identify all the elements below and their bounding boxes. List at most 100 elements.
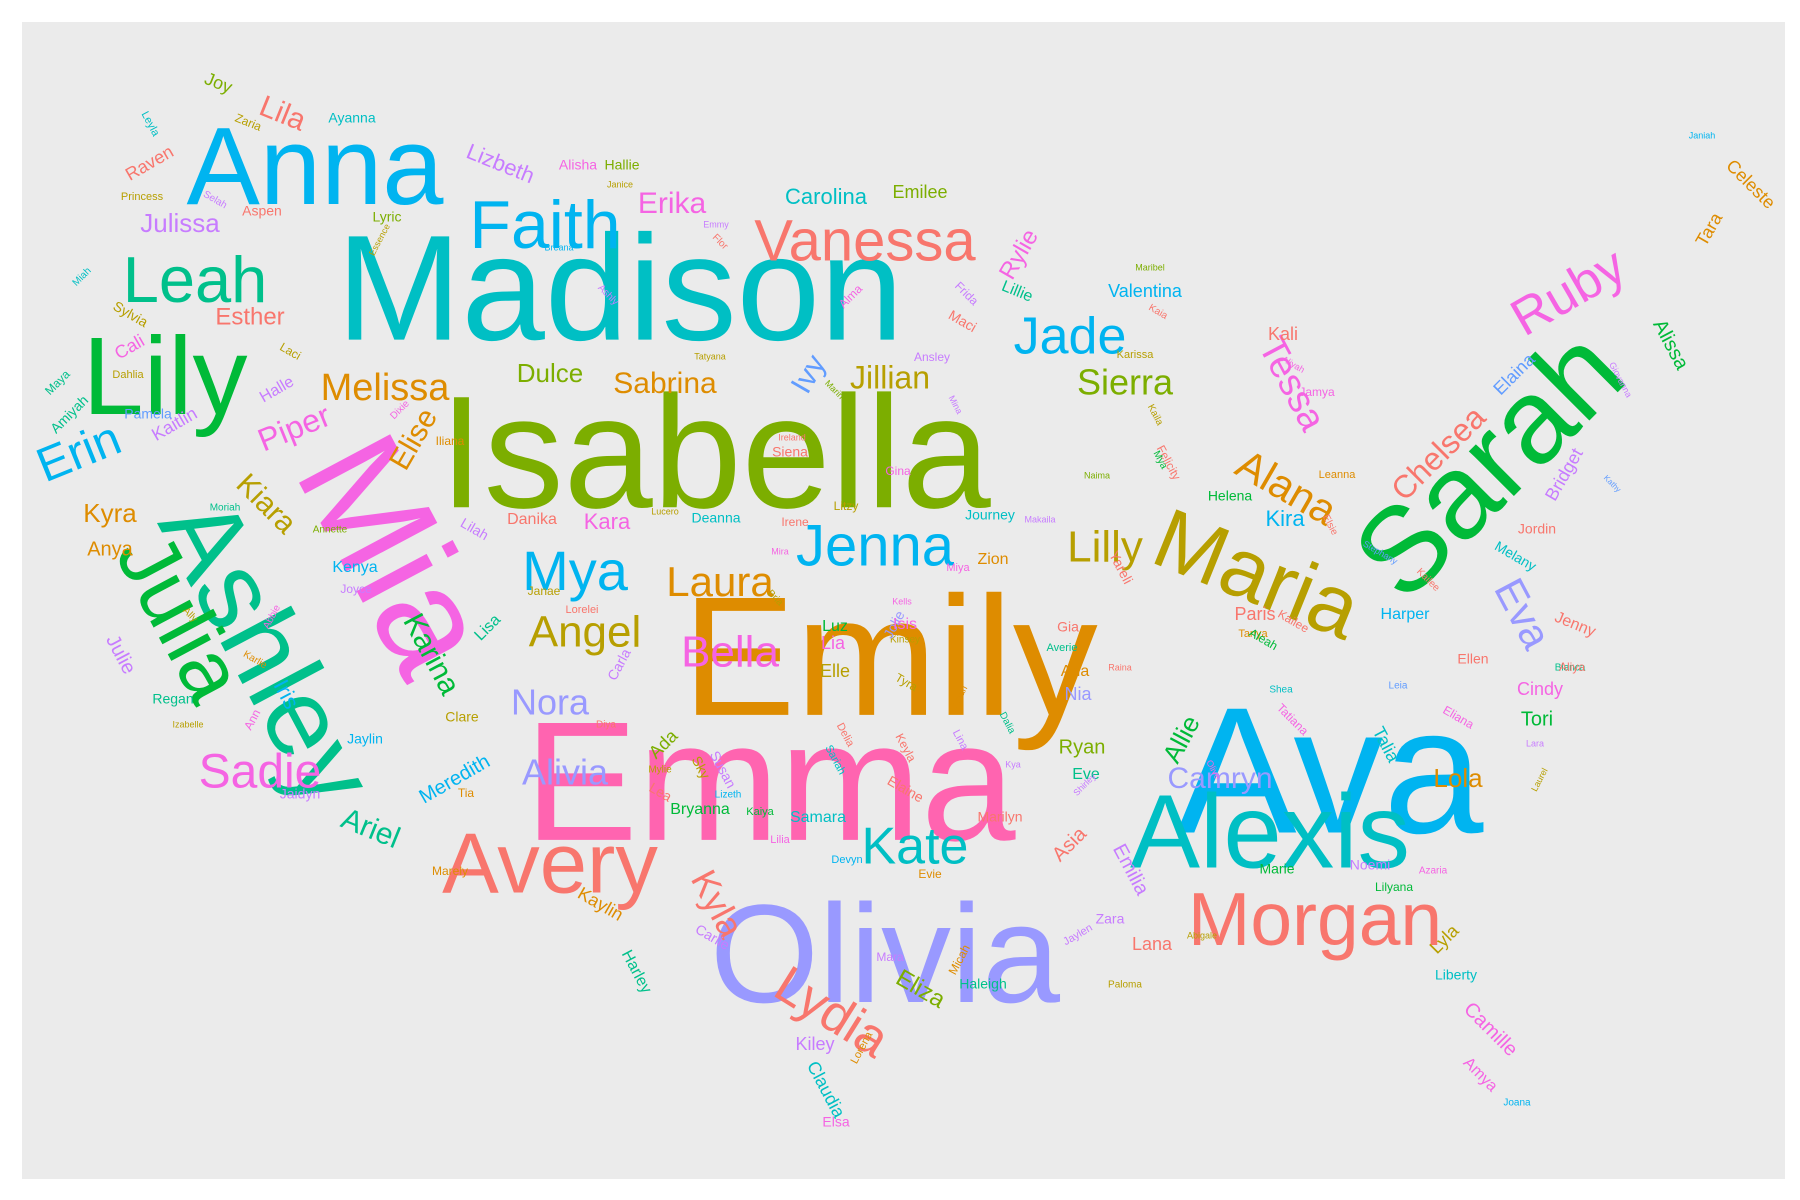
word-lucero: Lucero [651, 506, 679, 516]
word-camryn: Camryn [1167, 762, 1272, 795]
word-naima: Naima [1084, 470, 1110, 480]
word-zion: Zion [977, 551, 1008, 568]
word-liberty: Liberty [1435, 967, 1477, 983]
word-deanna: Deanna [691, 510, 740, 526]
word-maci: Maci [946, 307, 980, 336]
word-amya: Amya [1460, 1054, 1501, 1095]
word-leah: Leah [123, 243, 268, 316]
word-alissa: Alissa [1648, 316, 1693, 374]
word-sarah: Sarah [1328, 303, 1649, 624]
word-janae: Janae [528, 584, 561, 598]
word-julissa: Julissa [140, 208, 220, 238]
word-jamya: Jamya [1299, 385, 1335, 399]
word-sierra: Sierra [1077, 362, 1174, 403]
word-leanna: Leanna [1319, 469, 1357, 481]
word-nia: Nia [1064, 684, 1092, 704]
word-joyce: Joyce [340, 582, 372, 596]
word-melany: Melany [1492, 538, 1539, 574]
word-paloma: Paloma [1108, 980, 1142, 991]
word-marie: Marie [1259, 861, 1294, 877]
word-alisha: Alisha [559, 157, 597, 173]
word-irene: Irene [781, 515, 809, 529]
word-luz: Luz [822, 618, 848, 635]
word-kenya: Kenya [332, 559, 377, 576]
word-aspen: Aspen [242, 203, 282, 219]
word-emily: Emily [682, 562, 1098, 752]
word-bella: Bella [681, 628, 779, 677]
word-princess: Princess [121, 191, 164, 203]
word-noemi: Noemi [1350, 857, 1390, 873]
word-tanya: Tanya [1238, 628, 1268, 640]
word-kya: Kya [1005, 759, 1021, 769]
word-kathy: Kathy [1602, 473, 1623, 494]
word-gia: Gia [1057, 619, 1079, 635]
word-laci: Laci [277, 340, 303, 363]
word-eva: Eva [1485, 570, 1561, 657]
word-tori: Tori [1521, 708, 1553, 730]
word-journey: Journey [965, 507, 1015, 523]
word-clare: Clare [445, 709, 479, 725]
word-tatyana: Tatyana [694, 351, 726, 361]
word-mylie: Mylie [648, 765, 672, 776]
word-laura: Laura [666, 558, 774, 605]
word-kyra: Kyra [83, 498, 137, 528]
word-alexis: Alexis [1130, 774, 1410, 891]
word-harper: Harper [1381, 606, 1431, 623]
word-kaila: Kaila [1145, 403, 1165, 428]
word-ryan: Ryan [1059, 736, 1106, 758]
word-hallie: Hallie [604, 157, 639, 173]
word-claudia: Claudia [803, 1058, 850, 1122]
word-leia: Leia [1389, 681, 1408, 692]
word-averie: Averie [1047, 642, 1078, 654]
word-miah: Miah [71, 266, 94, 289]
word-valentina: Valentina [1108, 281, 1183, 301]
word-maya: Maya [42, 367, 73, 398]
word-madison: Madison [337, 204, 904, 372]
word-isis: Isis [893, 616, 917, 633]
word-angel: Angel [529, 608, 642, 657]
word-jaylen: Jaylen [1061, 922, 1095, 948]
word-haleigh: Haleigh [959, 976, 1006, 992]
word-avery: Avery [442, 816, 658, 911]
word-kali: Kali [1268, 324, 1298, 344]
word-olivia: Olivia [710, 875, 1060, 1032]
word-helena: Helena [1208, 488, 1253, 504]
word-elsa: Elsa [822, 1114, 849, 1130]
word-leyla: Leyla [139, 110, 162, 140]
word-makaila: Makaila [1024, 514, 1055, 524]
word-izabelle: Izabelle [172, 719, 203, 729]
word-maribel: Maribel [1135, 262, 1165, 272]
word-jenny: Jenny [1552, 609, 1598, 641]
word-joy: Joy [202, 68, 235, 97]
word-marilyn: Marilyn [977, 809, 1022, 825]
word-jillian: Jillian [850, 359, 930, 395]
word-ava: Ava [1177, 671, 1485, 872]
word-marely: Marely [432, 864, 468, 878]
word-raven: Raven [122, 141, 177, 184]
word-bryanna: Bryanna [670, 801, 730, 818]
word-nora: Nora [511, 682, 590, 723]
word-danika: Danika [507, 511, 557, 528]
word-kaiya: Kaiya [746, 806, 774, 818]
word-lilia: Lilia [770, 834, 790, 846]
word-joana: Joana [1503, 1098, 1531, 1109]
word-erika: Erika [638, 187, 707, 220]
word-raina: Raina [1108, 662, 1132, 672]
word-diya: Diya [596, 720, 616, 731]
word-melissa: Melissa [321, 367, 451, 409]
word-emma: Emma [524, 687, 1016, 877]
word-kara: Kara [584, 509, 631, 534]
word-eve: Eve [1072, 766, 1100, 783]
word-sadie: Sadie [199, 746, 322, 799]
word-laurel: Laurel [1529, 766, 1550, 793]
word-rylie: Rylie [994, 225, 1044, 285]
word-jade: Jade [1014, 308, 1127, 366]
word-lia: Lia [821, 633, 846, 653]
word-mira: Mira [771, 546, 789, 556]
word-karissa: Karissa [1117, 349, 1155, 361]
word-iliana: Iliana [436, 434, 465, 448]
word-janiah: Janiah [1689, 130, 1716, 140]
plot-panel [22, 22, 1785, 1179]
word-blanca: Blanca [1555, 663, 1586, 674]
